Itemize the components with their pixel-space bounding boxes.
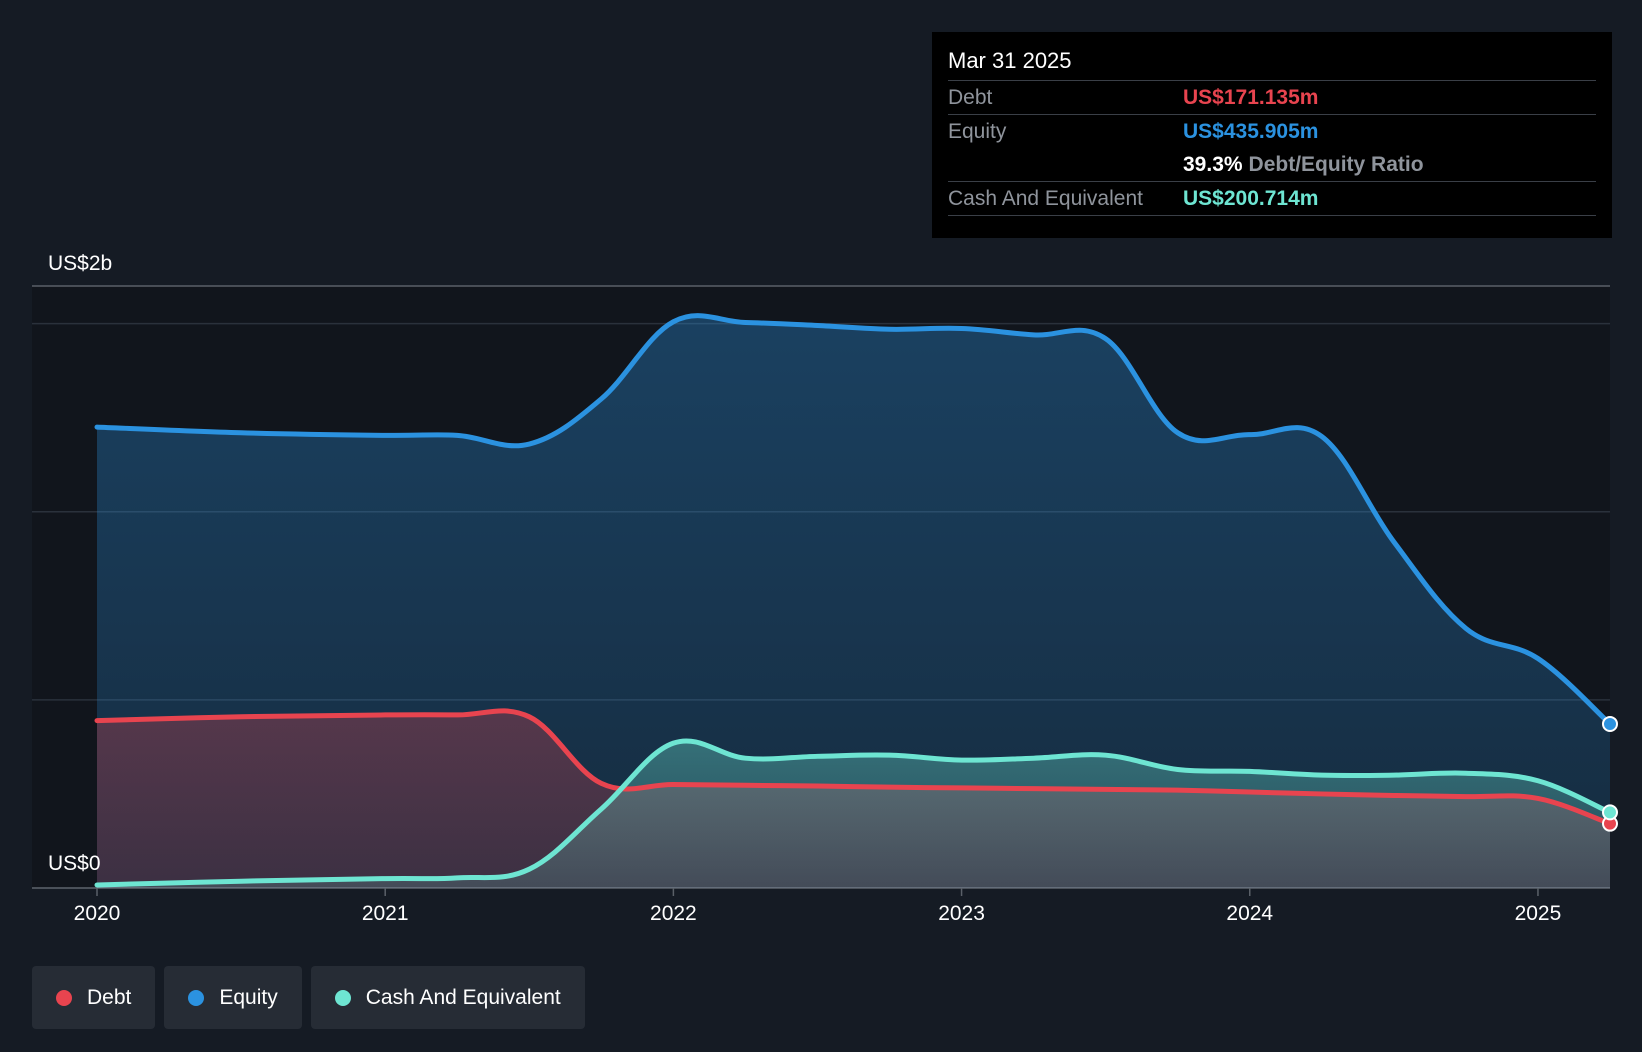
debt-line — [94, 708, 1613, 827]
cash-and-equivalent-line — [94, 738, 1613, 888]
legend-label-debt: Debt — [87, 985, 132, 1009]
tooltip-debt-value: US$171.135m — [1183, 85, 1319, 109]
tooltip-ratio-value: 39.3% — [1183, 152, 1243, 176]
equity-end-marker — [1602, 715, 1618, 732]
tooltip-equity-value: US$435.905m — [1183, 119, 1319, 143]
legend-item-equity[interactable]: Equity — [164, 966, 302, 1029]
tooltip-row-debt: Debt US$171.135m — [948, 80, 1596, 114]
cash-and-equivalent-area — [97, 740, 1610, 888]
legend: Debt Equity Cash And Equivalent — [32, 966, 585, 1029]
legend-dot-debt-icon — [56, 989, 72, 1006]
tooltip-row-ratio: 39.3% Debt/Equity Ratio — [948, 148, 1596, 181]
tooltip-date: Mar 31 2025 — [948, 48, 1072, 73]
tooltip-row-equity: Equity US$435.905m — [948, 114, 1596, 148]
tooltip-cash-value: US$200.714m — [1183, 186, 1319, 210]
x-tick-label: 2023 — [938, 902, 985, 925]
x-tick-label: 2020 — [74, 902, 121, 925]
legend-label-equity: Equity — [219, 985, 278, 1009]
x-tick-label: 2022 — [650, 902, 697, 925]
tooltip-ratio-label: Debt/Equity Ratio — [1248, 152, 1424, 176]
tooltip-equity-label: Equity — [948, 119, 1007, 143]
tooltip-panel: Mar 31 2025 Debt US$171.135m Equity US$4… — [932, 32, 1612, 238]
tooltip-cash-label: Cash And Equivalent — [948, 186, 1143, 210]
legend-dot-equity-icon — [188, 989, 205, 1006]
legend-item-debt[interactable]: Debt — [32, 966, 156, 1029]
x-tick-label: 2025 — [1515, 902, 1562, 925]
tooltip-row-cash: Cash And Equivalent US$200.714m — [948, 181, 1596, 216]
legend-item-cash[interactable]: Cash And Equivalent — [310, 966, 585, 1029]
equity-line — [94, 313, 1613, 727]
cash-and-equivalent-end-marker — [1602, 804, 1618, 821]
legend-dot-cash-icon — [334, 989, 351, 1006]
y-axis-bottom-label: US$0 — [48, 852, 101, 875]
x-tick-label: 2024 — [1226, 902, 1273, 925]
tooltip-debt-label: Debt — [948, 85, 993, 109]
x-tick-label: 2021 — [362, 902, 409, 925]
legend-label-cash: Cash And Equivalent — [365, 985, 561, 1009]
y-axis-top-label: US$2b — [48, 252, 112, 275]
